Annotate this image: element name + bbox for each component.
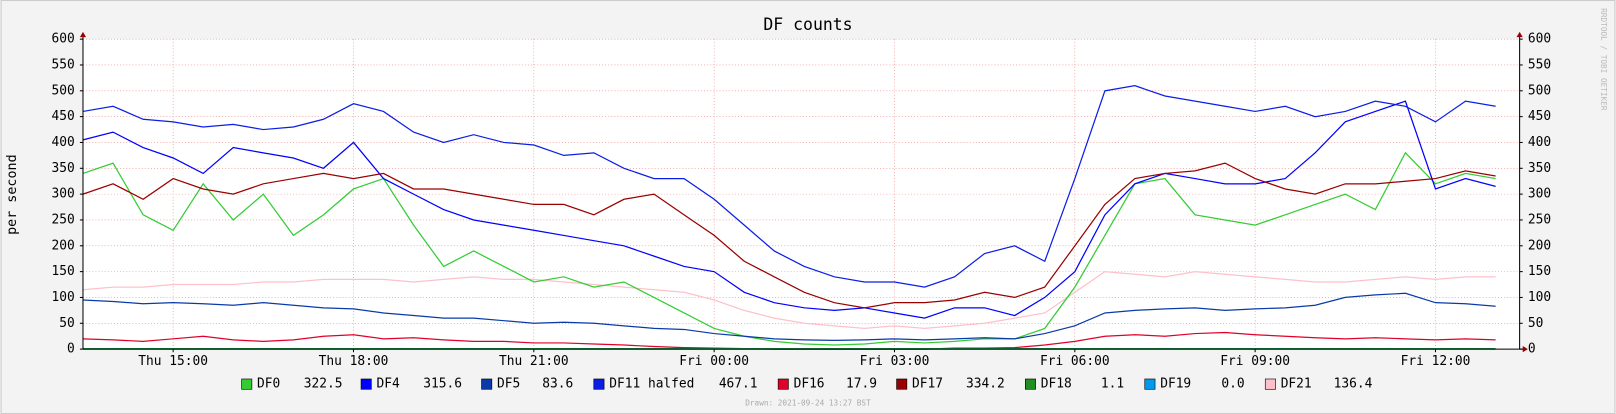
axis-arrow [79,31,87,38]
legend-value: 322.5 [304,377,343,392]
legend-swatch [593,378,605,390]
y2-tick-label: 150 [1528,264,1551,279]
legend-label: DF21 [1281,377,1312,392]
series-line [82,162,1496,309]
x-tick-label: Fri 12:00 [1401,354,1471,369]
x-tick-label: Fri 03:00 [860,354,930,369]
axis-arrow [1516,31,1523,38]
y2-tick-label: 450 [1528,109,1551,124]
y-tick-label: 300 [52,187,75,202]
y2-tick-label: 400 [1528,135,1551,150]
legend-swatch [481,378,493,390]
legend-swatch [896,378,908,390]
y2-tick-label: 0 [1528,342,1536,357]
series-line [82,271,1496,330]
y-tick-label: 450 [52,109,75,124]
x-tick-label: Thu 15:00 [138,354,208,369]
y2-tick-label: 200 [1528,238,1551,253]
side-note: RRDTOOL / TOBI OETIKER [1599,8,1608,111]
y-tick-label: 600 [52,32,75,47]
x-tick-label: Fri 09:00 [1220,354,1290,369]
y-tick-label: 500 [52,83,75,98]
series-line [82,85,1496,288]
x-tick-label: Fri 00:00 [679,354,749,369]
y-tick-label: 400 [52,135,75,150]
legend-value: 83.6 [542,377,573,392]
y2-tick-label: 50 [1528,316,1543,331]
y2-tick-label: 300 [1528,187,1551,202]
axis-arrow [1522,346,1528,353]
y-tick-label: 150 [52,264,75,279]
legend-value: 1.1 [1101,377,1124,392]
legend-value: 17.9 [846,377,877,392]
legend-value: 334.2 [966,377,1005,392]
legend-label: DF16 [794,377,825,392]
chart-title: DF counts [763,15,852,34]
y-tick-label: 100 [52,290,75,305]
y2-tick-label: 500 [1528,83,1551,98]
y-tick-label: 250 [52,212,75,227]
y2-tick-label: 250 [1528,212,1551,227]
legend-value: 315.6 [423,377,462,392]
legend-label: DF11 halfed [609,377,694,392]
x-tick-label: Fri 06:00 [1040,354,1110,369]
legend-label: DF19 [1160,377,1191,392]
y2-tick-label: 600 [1528,32,1551,47]
series-line [82,151,1496,346]
legend-value: 467.1 [719,377,758,392]
legend-label: DF18 [1041,377,1072,392]
legend-swatch [241,378,253,390]
y2-tick-label: 100 [1528,290,1551,305]
y-tick-label: 0 [67,342,75,357]
legend-swatch [1024,378,1036,390]
plot-area [82,39,1520,350]
y-tick-label: 200 [52,238,75,253]
legend-swatch [777,378,789,390]
y2-tick-label: 550 [1528,57,1551,72]
legend-swatch [1144,378,1156,390]
legend-label: DF5 [497,377,520,392]
legend-swatch [360,378,372,390]
legend-swatch [1264,378,1276,390]
legend-label: DF4 [376,377,399,392]
y-tick-label: 350 [52,161,75,176]
legend-label: DF17 [912,377,943,392]
y-axis-label: per second [5,154,20,235]
legend-value: 136.4 [1334,377,1373,392]
legend-value: 0.0 [1221,377,1244,392]
y-tick-label: 50 [59,316,74,331]
series-line [82,292,1496,341]
series-line [82,100,1496,319]
y-tick-label: 550 [52,57,75,72]
x-tick-label: Thu 18:00 [319,354,389,369]
footer: Drawn: 2021-09-24 13:27 BST [745,399,871,408]
legend-label: DF0 [257,377,280,392]
x-tick-label: Thu 21:00 [499,354,569,369]
y2-tick-label: 350 [1528,161,1551,176]
